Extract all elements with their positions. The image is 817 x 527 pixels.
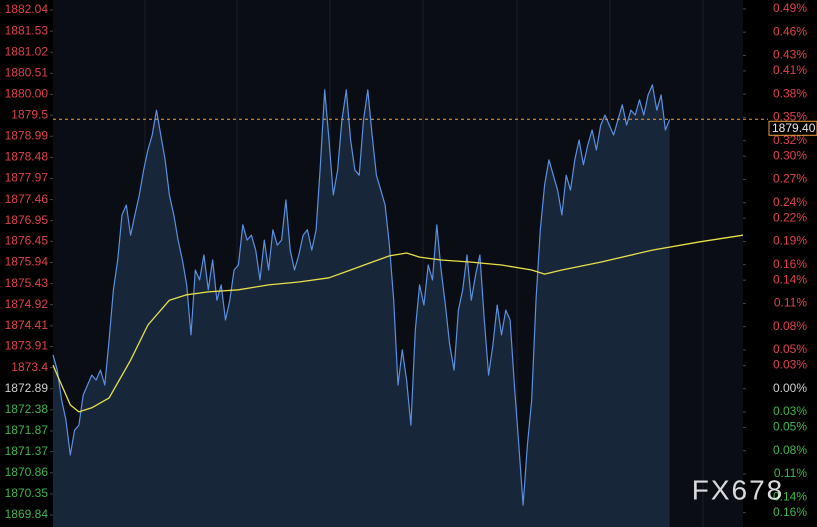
y-tick-label: 1881.53: [5, 23, 49, 37]
y2-tick-label: 0.24%: [773, 195, 807, 209]
y-tick-label: 1875.94: [5, 255, 49, 269]
y2-tick-label: 0.49%: [773, 1, 807, 15]
y-tick-label: 1872.89: [5, 381, 49, 395]
y-tick-label: 1871.87: [5, 423, 49, 437]
y2-tick-label: 0.14%: [773, 272, 807, 286]
y2-tick-label: 0.03%: [773, 404, 807, 418]
y2-tick-label: 0.08%: [773, 443, 807, 457]
y2-tick-label: 0.35%: [773, 110, 807, 124]
y2-tick-label: 0.05%: [773, 420, 807, 434]
y-tick-label: 1877.46: [5, 192, 49, 206]
y-tick-label: 1870.86: [5, 465, 49, 479]
y2-tick-label: 0.41%: [773, 63, 807, 77]
y-tick-label: 1873.4: [11, 360, 48, 374]
y-tick-label: 1880.00: [5, 87, 49, 101]
y2-tick-label: 0.22%: [773, 210, 807, 224]
y-tick-label: 1871.37: [5, 444, 49, 458]
y-tick-label: 1878.48: [5, 150, 49, 164]
y-tick-label: 1880.51: [5, 66, 49, 80]
y2-tick-label: 0.43%: [773, 48, 807, 62]
y-tick-label: 1869.84: [5, 507, 49, 521]
y2-tick-label: 0.08%: [773, 319, 807, 333]
y-tick-label: 1877.97: [5, 171, 49, 185]
y2-tick-label: 0.11%: [774, 466, 807, 480]
y2-tick-label: 0.30%: [773, 148, 807, 162]
last-price-label: 1879.40: [772, 121, 816, 135]
y2-tick-label: 0.27%: [773, 172, 807, 186]
y2-tick-label: 0.11%: [774, 296, 807, 310]
y-tick-label: 1872.38: [5, 402, 49, 416]
y2-tick-label: 0.38%: [773, 86, 807, 100]
y2-tick-label: 0.16%: [773, 257, 807, 271]
y2-tick-label: 0.05%: [773, 342, 807, 356]
y2-tick-label: 0.00%: [773, 381, 807, 395]
price-area: [53, 84, 670, 527]
axes: 1882.04 1881.53 1881.02 1880.51 1880.00 1879.…: [5, 1, 817, 521]
y-tick-label: 1876.95: [5, 213, 49, 227]
y-tick-label: 1875.43: [5, 276, 49, 290]
y-tick-label: 1874.92: [5, 297, 49, 311]
y-tick-label: 1882.04: [5, 2, 49, 16]
y-tick-label: 1873.91: [5, 339, 49, 353]
y2-tick-label: 0.16%: [773, 505, 807, 519]
moving-average-line: [52, 234, 744, 413]
plot: [52, 84, 768, 527]
y-tick-label: 1879.5: [11, 107, 48, 121]
y-tick-label: 1876.45: [5, 234, 49, 248]
y2-tick-label: 0.32%: [773, 133, 807, 147]
y-tick-label: 1870.35: [5, 486, 49, 500]
y-tick-label: 1878.99: [5, 128, 49, 142]
y2-tick-label: 0.14%: [773, 489, 807, 503]
last-price-box: [768, 120, 817, 136]
y2-tick-label: 0.03%: [773, 358, 807, 372]
watermark: FX678: [692, 474, 785, 505]
y2-tick-label: 0.46%: [773, 24, 807, 38]
y2-tick-label: 0.19%: [773, 234, 807, 248]
price-line: [52, 84, 671, 506]
y-tick-label: 1874.41: [5, 318, 49, 332]
y-tick-label: 1881.02: [5, 44, 49, 58]
